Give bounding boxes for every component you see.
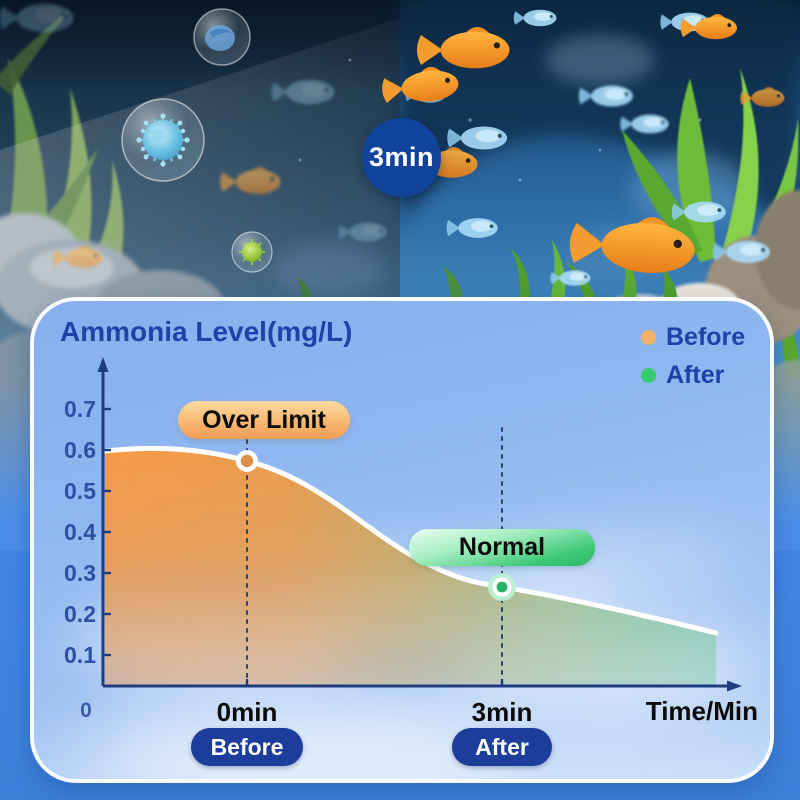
phase-badge-before-label: Before	[210, 733, 284, 760]
legend-row-after: After	[641, 362, 745, 389]
annotation-over-limit: Over Limit	[178, 401, 350, 439]
germ-bubble-green	[231, 231, 273, 273]
origin-label: 0	[80, 699, 92, 722]
y-tick-0.3: 0.3	[64, 560, 96, 586]
y-tick-0.2: 0.2	[64, 601, 96, 627]
phase-badge-after: After	[452, 728, 552, 766]
y-tick-0.1: 0.1	[64, 642, 96, 668]
y-tick-0.6: 0.6	[64, 437, 96, 463]
legend-dot-after	[641, 368, 656, 383]
cloud	[94, 691, 514, 779]
germ-bubble-virus	[121, 98, 205, 182]
chart-legend: Before After	[641, 324, 745, 389]
annotation-normal: Normal	[409, 529, 595, 566]
legend-label-after: After	[666, 361, 725, 389]
x-tick-3min: 3min	[471, 697, 533, 727]
annotation-over-limit-label: Over Limit	[202, 405, 326, 434]
phase-badge-after-label: After	[475, 733, 529, 760]
annotation-normal-label: Normal	[458, 533, 546, 561]
y-tick-0.5: 0.5	[64, 478, 96, 504]
x-axis-label: Time/Min	[645, 696, 758, 726]
legend-label-before: Before	[666, 323, 746, 351]
y-tick-0.4: 0.4	[64, 519, 96, 545]
legend-row-before: Before	[641, 324, 745, 351]
germ-bubble-plain	[193, 8, 251, 66]
chart-title: Ammonia Level(mg/L)	[60, 316, 353, 347]
duration-badge-label: 3min	[368, 142, 435, 172]
duration-badge: 3min	[362, 118, 441, 197]
y-tick-0.7: 0.7	[64, 396, 96, 422]
legend-dot-before	[641, 330, 656, 345]
phase-badge-before: Before	[191, 728, 303, 766]
water-sparkles	[298, 58, 702, 182]
x-tick-0min: 0min	[216, 697, 278, 727]
